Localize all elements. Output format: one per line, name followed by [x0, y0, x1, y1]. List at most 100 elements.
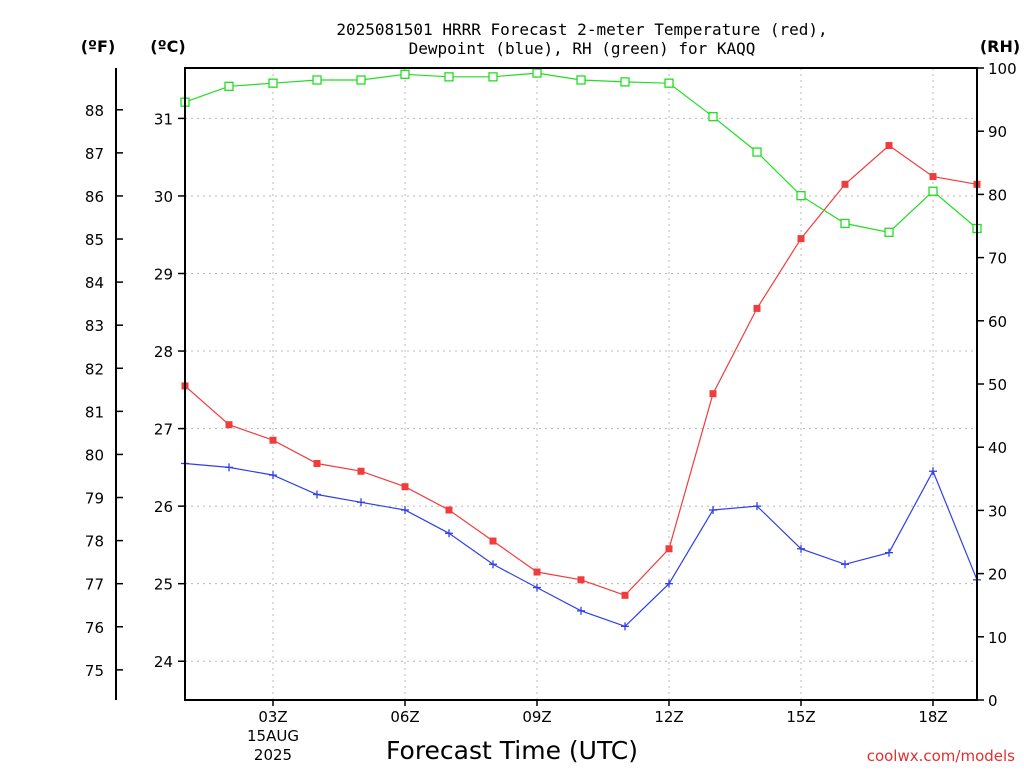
dewpoint-line — [184, 462, 978, 627]
rh-point — [840, 218, 850, 229]
rh-tick-label: 70 — [988, 250, 1007, 268]
dewpoint-point — [665, 579, 673, 588]
rh-point — [356, 75, 366, 85]
x-tick-label: 09Z — [522, 708, 551, 726]
rh-tick-label: 100 — [988, 60, 1017, 78]
dewpoint-point — [797, 544, 805, 553]
celsius-tick-label: 30 — [154, 188, 173, 206]
fahrenheit-tick-label: 88 — [85, 102, 104, 120]
dewpoint-point — [841, 560, 849, 569]
temperature-line — [184, 144, 978, 596]
celsius-tick-label: 25 — [154, 576, 173, 594]
celsius-tick-label: 29 — [154, 265, 173, 283]
celsius-tick-label: 27 — [154, 421, 173, 439]
fahrenheit-tick-label: 79 — [85, 490, 104, 508]
rh-point — [532, 68, 542, 78]
fahrenheit-tick-label: 83 — [85, 317, 104, 335]
fahrenheit-tick-label: 76 — [85, 619, 104, 637]
rh-line — [184, 72, 978, 233]
dewpoint-point — [225, 463, 233, 472]
temperature-point — [489, 537, 497, 545]
rh-tick-label: 80 — [988, 186, 1007, 204]
dewpoint-point — [401, 506, 409, 515]
temperature-point — [753, 304, 761, 312]
fahrenheit-tick-label: 84 — [85, 274, 104, 292]
celsius-tick-label: 31 — [154, 110, 173, 128]
dewpoint-point — [929, 467, 937, 476]
dewpoint-point — [357, 498, 365, 507]
rh-point — [268, 78, 278, 88]
temperature-point — [621, 591, 629, 599]
series-dewpoint — [181, 459, 981, 631]
x-tick-label: 12Z — [654, 708, 683, 726]
x-axis-title: Forecast Time (UTC) — [386, 736, 638, 765]
credit-text: coolwx.com/models — [867, 747, 1015, 765]
fahrenheit-tick-label: 78 — [85, 533, 104, 551]
rh-point — [928, 186, 938, 196]
fahrenheit-tick-label: 86 — [85, 188, 104, 206]
fahrenheit-tick-label: 85 — [85, 231, 104, 249]
rh-point — [708, 112, 718, 122]
x-tick-label: 15Z — [786, 708, 815, 726]
celsius-tick-label: 24 — [154, 653, 173, 671]
celsius-tick-label: 26 — [154, 498, 173, 516]
rh-point — [444, 72, 454, 82]
fahrenheit-tick-label: 75 — [85, 662, 104, 680]
rh-tick-label: 30 — [988, 502, 1007, 520]
rh-tick-label: 60 — [988, 313, 1007, 331]
rh-tick-label: 50 — [988, 376, 1007, 394]
fahrenheit-tick-label: 80 — [85, 446, 104, 464]
dewpoint-point — [753, 502, 761, 511]
rh-tick-label: 90 — [988, 123, 1007, 141]
temperature-point — [313, 459, 321, 467]
dewpoint-point — [885, 548, 893, 557]
rh-point — [400, 69, 410, 79]
series-rh — [180, 68, 982, 237]
temperature-point — [709, 390, 717, 398]
temperature-point — [665, 545, 673, 553]
fahrenheit-tick-label: 87 — [85, 145, 104, 163]
rh-point — [620, 77, 630, 87]
chart-title-line2: Dewpoint (blue), RH (green) for KAQQ — [409, 39, 756, 58]
temperature-point — [577, 576, 585, 584]
dewpoint-point — [621, 622, 629, 631]
fahrenheit-unit-label: (ºF) — [81, 37, 116, 56]
x-tick-label: 03Z — [258, 708, 287, 726]
rh-point — [664, 78, 674, 88]
temperature-point — [885, 142, 893, 150]
dewpoint-point — [533, 583, 541, 592]
temperature-point — [797, 235, 805, 243]
grid-lines — [185, 68, 977, 700]
dewpoint-point — [709, 506, 717, 515]
temperature-point — [841, 180, 849, 188]
celsius-unit-label: (ºC) — [150, 37, 185, 56]
axis-layer: 24 25 26 27 28 29 30 31 75 76 77 78 79 80 81 82 83 84 85 86… — [85, 60, 1017, 764]
rh-point — [224, 81, 234, 91]
temperature-point — [401, 483, 409, 491]
series-layer — [180, 68, 982, 631]
celsius-tick-label: 28 — [154, 343, 173, 361]
series-temperature — [181, 142, 981, 599]
rh-tick-label: 10 — [988, 629, 1007, 647]
rh-tick-label: 0 — [988, 692, 998, 710]
dewpoint-point — [489, 560, 497, 569]
rh-point — [796, 191, 806, 201]
rh-point — [488, 72, 498, 82]
chart-title-line1: 2025081501 HRRR Forecast 2-meter Tempera… — [336, 20, 827, 39]
temperature-point — [357, 467, 365, 475]
rh-point — [752, 147, 762, 157]
rh-point — [312, 75, 322, 85]
dewpoint-point — [269, 471, 277, 480]
fahrenheit-tick-label: 77 — [85, 576, 104, 594]
x-tick-label: 06Z — [390, 708, 419, 726]
plot-frame — [184, 67, 978, 701]
rh-point — [884, 227, 894, 237]
dewpoint-point — [577, 606, 585, 615]
rh-tick-label: 40 — [988, 439, 1007, 457]
temperature-point — [533, 568, 541, 576]
x-tick-label: 18Z — [918, 708, 947, 726]
temperature-point — [269, 436, 277, 444]
x-tick-date-label: 15AUG — [247, 727, 299, 745]
